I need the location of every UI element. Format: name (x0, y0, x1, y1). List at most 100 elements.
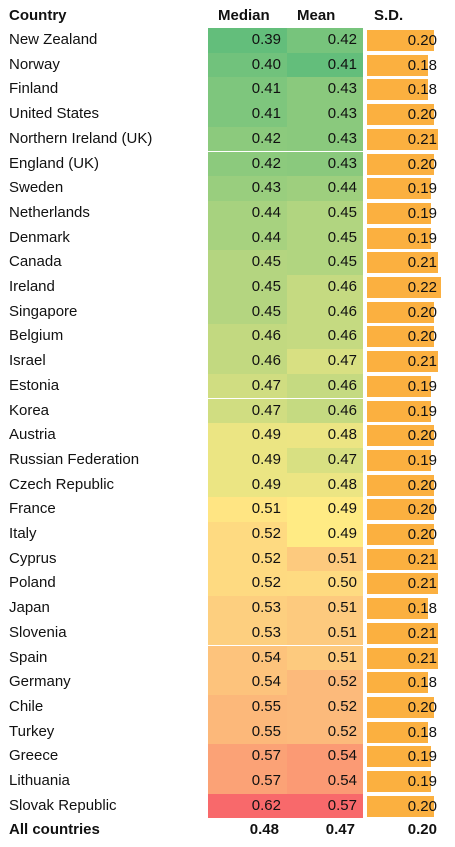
sd-cell: 0.19 (367, 771, 446, 792)
sd-value: 0.21 (407, 130, 437, 148)
sd-cell: 0.19 (367, 202, 446, 224)
table-row: Denmark 0.44 0.45 0.19 (0, 225, 455, 251)
mean-cell: 0.52 (287, 719, 363, 745)
sd-bar (367, 449, 431, 471)
sd-value: 0.20 (407, 526, 437, 543)
median-cell: 0.53 (208, 596, 287, 621)
mean-cell: 0.46 (287, 324, 363, 350)
sd-bar (367, 771, 431, 792)
sd-cell: 0.20 (367, 524, 446, 545)
median-cell: 0.47 (208, 398, 287, 424)
sd-bar (367, 30, 434, 51)
mean-cell: 0.46 (287, 398, 363, 424)
sd-bar (367, 598, 428, 620)
country-label: Greece (9, 747, 59, 765)
sd-cell: 0.20 (367, 474, 446, 496)
total-row: All countries 0.48 0.47 0.20 (0, 818, 455, 843)
sd-value: 0.19 (407, 402, 437, 420)
total-mean: 0.47 (325, 821, 355, 839)
sd-bar (367, 351, 438, 373)
sd-bar (367, 79, 428, 101)
median-cell: 0.55 (208, 694, 287, 720)
table-row: New Zealand 0.39 0.42 0.20 (0, 28, 455, 53)
sd-bar (367, 277, 441, 298)
country-label: Turkey (9, 722, 55, 740)
country-label: Russian Federation (9, 450, 140, 468)
median-cell: 0.44 (208, 200, 287, 226)
sd-value: 0.18 (407, 674, 437, 692)
sd-cell: 0.19 (367, 449, 446, 471)
sd-bar (367, 672, 428, 694)
mean-cell: 0.42 (287, 28, 363, 53)
median-cell: 0.45 (208, 250, 287, 275)
mean-cell: 0.48 (287, 472, 363, 498)
mean-cell: 0.41 (287, 52, 363, 78)
table-row: United States 0.41 0.43 0.20 (0, 102, 455, 127)
median-cell: 0.41 (208, 77, 287, 103)
country-label: Denmark (9, 228, 70, 246)
sd-bar (367, 326, 434, 348)
table-row: Spain 0.54 0.51 0.21 (0, 645, 455, 671)
table-row: Czech Republic 0.49 0.48 0.20 (0, 472, 455, 498)
mean-cell: 0.51 (287, 596, 363, 621)
sd-cell: 0.20 (367, 30, 446, 51)
table-row: Lithuania 0.57 0.54 0.19 (0, 769, 455, 794)
sd-value: 0.18 (407, 56, 437, 74)
mean-cell: 0.46 (287, 275, 363, 300)
median-cell: 0.41 (208, 102, 287, 127)
mean-cell: 0.49 (287, 522, 363, 547)
country-label: Belgium (9, 327, 64, 345)
sd-value: 0.19 (407, 451, 437, 469)
sd-value: 0.21 (407, 575, 437, 593)
sd-bar (367, 524, 434, 545)
sd-bar (367, 54, 428, 76)
mean-cell: 0.57 (287, 793, 363, 819)
sd-bar (367, 622, 438, 644)
country-label: Korea (9, 401, 50, 419)
sd-value: 0.21 (407, 550, 437, 568)
table-row: Estonia 0.47 0.46 0.19 (0, 373, 455, 399)
sd-cell: 0.19 (367, 400, 446, 422)
sd-bar (367, 795, 434, 817)
sd-cell: 0.21 (367, 351, 446, 373)
sd-value: 0.20 (407, 303, 437, 321)
sd-bar (367, 227, 431, 249)
table-row: Ireland 0.45 0.46 0.22 (0, 275, 455, 300)
median-cell: 0.40 (208, 52, 287, 78)
mean-cell: 0.52 (287, 694, 363, 720)
sd-value: 0.18 (407, 600, 437, 618)
sd-cell: 0.20 (367, 795, 446, 817)
median-cell: 0.46 (208, 349, 287, 374)
sd-value: 0.21 (407, 649, 437, 667)
sd-bar (367, 128, 438, 150)
table-row: Cyprus 0.52 0.51 0.21 (0, 546, 455, 572)
sd-cell: 0.20 (367, 153, 446, 175)
sd-bar (367, 202, 431, 224)
sd-cell: 0.18 (367, 672, 446, 694)
table-row: Sweden 0.43 0.44 0.19 (0, 176, 455, 201)
sd-cell: 0.18 (367, 721, 446, 743)
median-cell: 0.46 (208, 324, 287, 350)
table-row: Turkey 0.55 0.52 0.18 (0, 719, 455, 745)
table-row: Korea 0.47 0.46 0.19 (0, 398, 455, 424)
table-row: Israel 0.46 0.47 0.21 (0, 349, 455, 374)
country-label: Ireland (9, 278, 55, 295)
table-row: Northern Ireland (UK) 0.42 0.43 0.21 (0, 126, 455, 152)
sd-value: 0.22 (407, 279, 437, 296)
sd-cell: 0.19 (367, 375, 446, 397)
sd-value: 0.19 (407, 377, 437, 395)
mean-cell: 0.43 (287, 151, 363, 177)
country-label: France (9, 500, 56, 518)
mean-cell: 0.45 (287, 225, 363, 251)
country-label: Singapore (9, 302, 78, 320)
table-row: Chile 0.55 0.52 0.20 (0, 694, 455, 720)
sd-cell: 0.20 (367, 499, 446, 521)
sd-value: 0.19 (407, 773, 437, 790)
country-label: Germany (9, 673, 71, 691)
mean-cell: 0.43 (287, 102, 363, 127)
sd-cell: 0.20 (367, 696, 446, 718)
median-cell: 0.54 (208, 645, 287, 671)
country-label: England (UK) (9, 154, 100, 172)
mean-cell: 0.45 (287, 200, 363, 226)
country-label: United States (9, 105, 100, 123)
